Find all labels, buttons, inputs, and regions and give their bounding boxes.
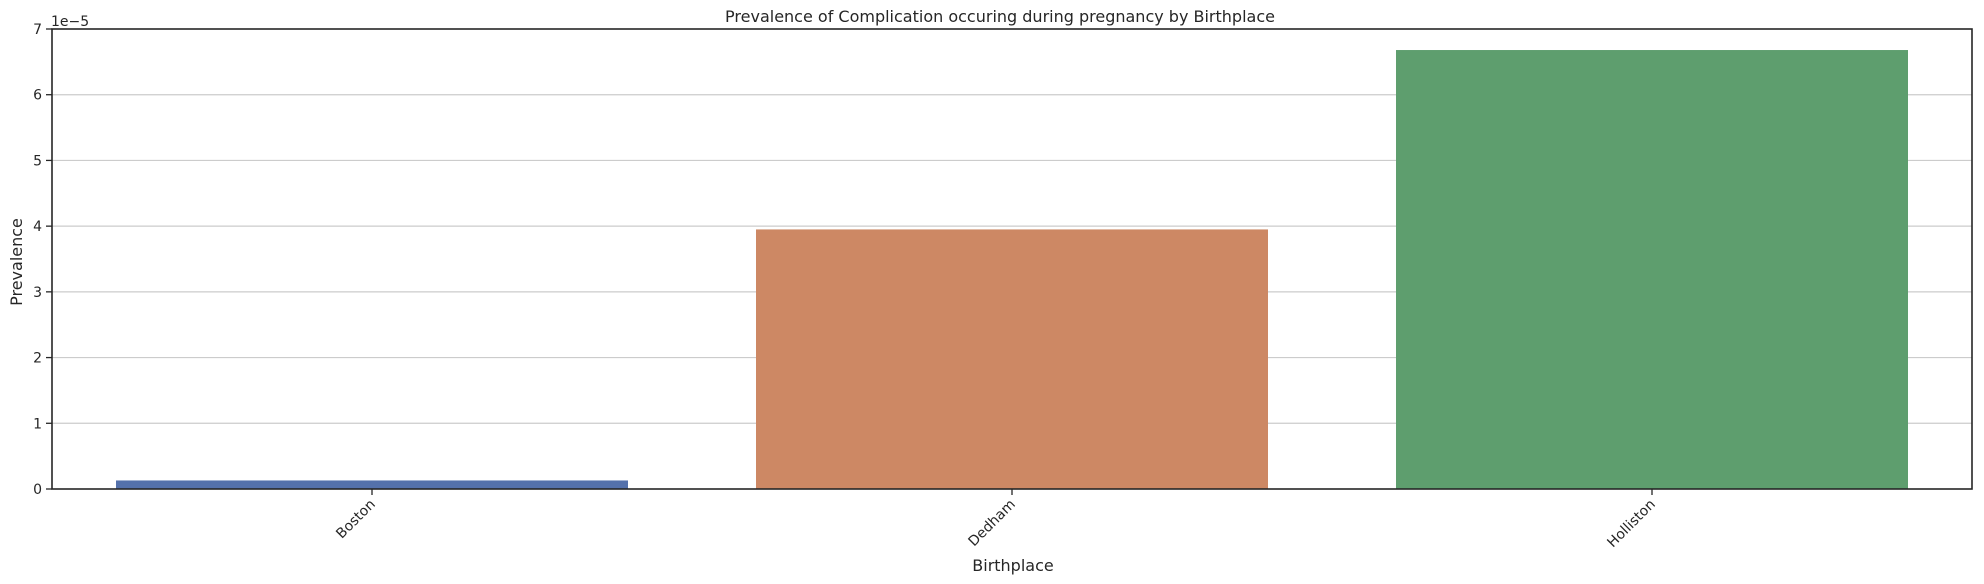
x-tick-label-holliston: Holliston — [1604, 497, 1658, 551]
y-tick-label: 5 — [33, 153, 42, 169]
x-tick-label-dedham: Dedham — [966, 497, 1019, 550]
bar-boston — [116, 480, 628, 489]
x-tick-label-boston: Boston — [333, 497, 379, 543]
y-tick-label: 6 — [33, 88, 42, 104]
y-axis-offset-label: 1e−5 — [51, 14, 89, 30]
y-tick-label: 1 — [33, 416, 42, 432]
plot-frame — [51, 28, 1973, 490]
y-axis-label: Prevalence — [7, 218, 26, 306]
bar-dedham — [756, 229, 1268, 489]
y-tick-label: 0 — [33, 482, 42, 498]
y-tick-label: 7 — [33, 22, 42, 38]
bar-holliston — [1396, 50, 1908, 490]
y-tick-label: 3 — [33, 285, 42, 301]
x-axis-label: Birthplace — [972, 556, 1053, 575]
y-tick-label: 4 — [33, 219, 42, 235]
bars — [116, 50, 1908, 490]
y-tick-label: 2 — [33, 351, 42, 367]
chart-title: Prevalence of Complication occuring duri… — [725, 7, 1275, 26]
